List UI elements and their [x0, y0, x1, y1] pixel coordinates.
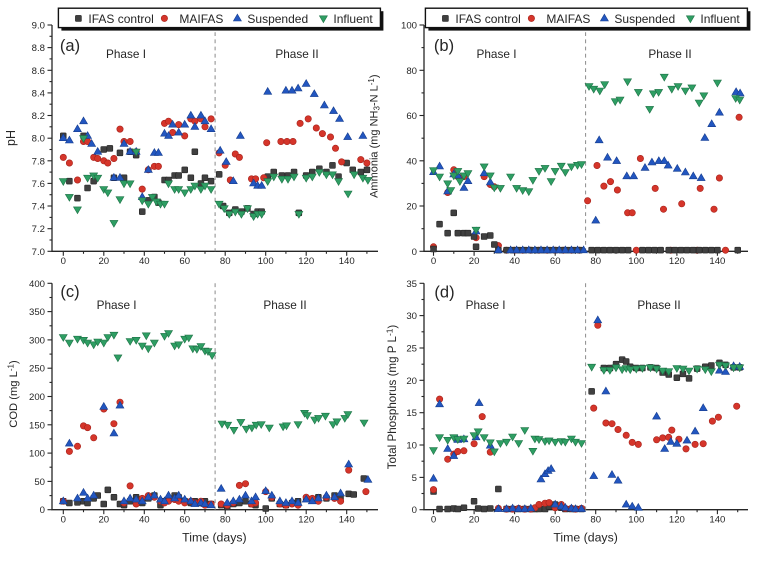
svg-text:Phase I: Phase I	[466, 298, 506, 312]
svg-text:Time (days): Time (days)	[182, 531, 246, 545]
svg-text:Phase II: Phase II	[275, 47, 318, 61]
svg-text:0: 0	[431, 515, 436, 526]
svg-text:7.0: 7.0	[32, 247, 45, 258]
svg-text:20: 20	[406, 202, 417, 213]
svg-text:8.6: 8.6	[32, 66, 45, 77]
svg-text:35: 35	[406, 279, 417, 290]
svg-text:300: 300	[29, 335, 45, 346]
svg-text:20: 20	[406, 376, 417, 387]
svg-text:120: 120	[298, 515, 314, 526]
svg-text:IFAS control: IFAS control	[455, 12, 520, 26]
svg-text:140: 140	[709, 515, 725, 526]
svg-text:Total Phosphorus (mg P L-1): Total Phosphorus (mg P L-1)	[384, 325, 399, 470]
svg-text:80: 80	[590, 256, 601, 267]
svg-text:8.2: 8.2	[32, 111, 45, 122]
svg-text:7.6: 7.6	[32, 179, 45, 190]
svg-text:8.8: 8.8	[32, 43, 45, 54]
svg-text:(b): (b)	[434, 37, 454, 55]
svg-text:40: 40	[406, 156, 417, 167]
svg-text:8.0: 8.0	[32, 134, 45, 145]
svg-text:IFAS control: IFAS control	[88, 12, 153, 26]
svg-text:7.2: 7.2	[32, 224, 45, 235]
svg-text:20: 20	[469, 515, 480, 526]
svg-text:0: 0	[431, 256, 436, 267]
svg-text:100: 100	[258, 256, 274, 267]
svg-text:9.0: 9.0	[32, 21, 45, 32]
svg-text:(c): (c)	[60, 283, 79, 301]
svg-text:Phase II: Phase II	[263, 298, 306, 312]
svg-text:140: 140	[709, 256, 725, 267]
svg-text:120: 120	[669, 256, 685, 267]
svg-text:60: 60	[179, 515, 190, 526]
svg-text:Time (days): Time (days)	[553, 531, 617, 545]
svg-text:40: 40	[509, 256, 520, 267]
svg-text:7.4: 7.4	[32, 202, 46, 213]
svg-text:100: 100	[29, 449, 45, 460]
svg-text:20: 20	[98, 256, 109, 267]
svg-text:0: 0	[412, 247, 417, 258]
svg-text:140: 140	[339, 515, 355, 526]
svg-text:100: 100	[628, 515, 644, 526]
svg-text:Phase I: Phase I	[106, 47, 146, 61]
svg-text:25: 25	[406, 344, 417, 355]
svg-text:80: 80	[406, 66, 417, 77]
svg-text:0: 0	[61, 515, 66, 526]
svg-text:8.4: 8.4	[32, 88, 46, 99]
svg-text:Influent: Influent	[700, 12, 740, 26]
svg-text:250: 250	[29, 364, 45, 375]
svg-text:Phase I: Phase I	[97, 298, 137, 312]
svg-text:350: 350	[29, 307, 45, 318]
svg-text:60: 60	[550, 256, 561, 267]
svg-text:40: 40	[139, 256, 150, 267]
svg-text:80: 80	[220, 515, 231, 526]
svg-text:0: 0	[412, 505, 417, 516]
svg-text:150: 150	[29, 420, 45, 431]
svg-text:Suspended: Suspended	[614, 12, 675, 26]
svg-text:MAIFAS: MAIFAS	[546, 12, 590, 26]
svg-text:100: 100	[258, 515, 274, 526]
svg-text:pH: pH	[4, 130, 18, 146]
svg-text:30: 30	[406, 311, 417, 322]
svg-text:60: 60	[179, 256, 190, 267]
svg-text:100: 100	[628, 256, 644, 267]
svg-text:80: 80	[220, 256, 231, 267]
svg-text:5: 5	[412, 473, 417, 484]
svg-text:Phase II: Phase II	[648, 47, 691, 61]
svg-text:10: 10	[406, 441, 417, 452]
svg-text:100: 100	[401, 21, 417, 32]
svg-text:7.8: 7.8	[32, 156, 45, 167]
svg-text:20: 20	[469, 256, 480, 267]
svg-text:40: 40	[139, 515, 150, 526]
svg-text:120: 120	[298, 256, 314, 267]
svg-text:120: 120	[669, 515, 685, 526]
svg-text:COD (mg L-1): COD (mg L-1)	[6, 360, 20, 428]
svg-text:15: 15	[406, 408, 417, 419]
svg-text:Ammonia (mg NH3-N L-1): Ammonia (mg NH3-N L-1)	[367, 74, 382, 197]
svg-text:Influent: Influent	[333, 12, 373, 26]
svg-text:80: 80	[590, 515, 601, 526]
svg-text:200: 200	[29, 392, 45, 403]
svg-text:140: 140	[339, 256, 355, 267]
svg-text:MAIFAS: MAIFAS	[179, 12, 223, 26]
svg-text:50: 50	[34, 477, 45, 488]
svg-text:60: 60	[406, 111, 417, 122]
svg-text:Phase II: Phase II	[637, 298, 680, 312]
svg-text:60: 60	[550, 515, 561, 526]
svg-text:Phase I: Phase I	[476, 47, 516, 61]
svg-text:(a): (a)	[60, 37, 80, 55]
svg-text:Suspended: Suspended	[247, 12, 308, 26]
svg-text:20: 20	[98, 515, 109, 526]
svg-text:0: 0	[61, 256, 66, 267]
svg-text:400: 400	[29, 279, 45, 290]
svg-text:0: 0	[40, 505, 45, 516]
svg-text:(d): (d)	[434, 284, 454, 302]
svg-text:40: 40	[509, 515, 520, 526]
